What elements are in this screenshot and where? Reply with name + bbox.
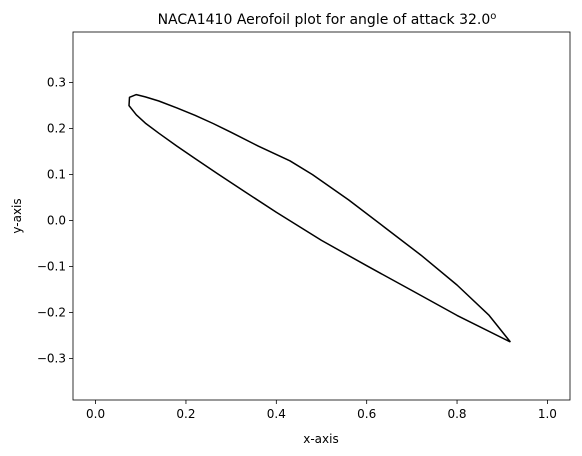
y-axis-ticks: −0.3 −0.2 −0.1 0.0 0.1 0.2 0.3	[37, 76, 73, 366]
x-tick-label: 0.2	[176, 407, 195, 421]
y-axis-label: y-axis	[10, 198, 24, 233]
x-tick-label: 0.0	[86, 407, 105, 421]
y-tick-label: 0.3	[47, 76, 66, 90]
x-tick-label: 0.4	[267, 407, 286, 421]
x-tick-label: 0.6	[357, 407, 376, 421]
y-tick-label: −0.3	[37, 352, 66, 366]
x-tick-label: 1.0	[538, 407, 557, 421]
x-tick-label: 0.8	[447, 407, 466, 421]
chart-title: NACA1410 Aerofoil plot for angle of atta…	[158, 11, 497, 29]
x-axis-label: x-axis	[303, 432, 338, 446]
x-axis-ticks: 0.0 0.2 0.4 0.6 0.8 1.0	[86, 400, 557, 421]
chart-title-superscript: o	[490, 11, 496, 22]
aerofoil-series-line	[128, 93, 511, 343]
y-tick-label: −0.1	[37, 260, 66, 274]
chart-title-text: NACA1410 Aerofoil plot for angle of atta…	[158, 12, 491, 28]
y-tick-label: 0.2	[47, 122, 66, 136]
plot-frame	[72, 31, 571, 401]
y-tick-label: 0.0	[47, 214, 66, 228]
y-tick-label: −0.2	[37, 306, 66, 320]
y-tick-label: 0.1	[47, 168, 66, 182]
